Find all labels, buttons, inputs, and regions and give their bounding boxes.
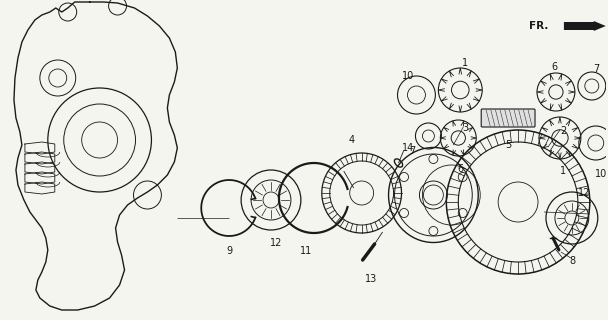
FancyBboxPatch shape bbox=[481, 109, 535, 127]
Text: 12: 12 bbox=[270, 238, 282, 248]
Text: 2: 2 bbox=[560, 126, 566, 136]
Text: FR.: FR. bbox=[528, 21, 548, 31]
Text: 10: 10 bbox=[595, 169, 607, 179]
Text: 1: 1 bbox=[462, 58, 468, 68]
Text: 13: 13 bbox=[365, 274, 377, 284]
Text: 5: 5 bbox=[505, 140, 511, 150]
Text: 8: 8 bbox=[570, 256, 576, 266]
Text: 7: 7 bbox=[409, 146, 416, 156]
Text: 9: 9 bbox=[226, 246, 232, 256]
Text: 11: 11 bbox=[300, 246, 312, 256]
Text: 10: 10 bbox=[402, 71, 415, 81]
Text: 12: 12 bbox=[578, 188, 590, 198]
Text: 6: 6 bbox=[551, 62, 557, 72]
Text: 1: 1 bbox=[560, 166, 566, 176]
Text: 6: 6 bbox=[457, 164, 463, 174]
Text: 4: 4 bbox=[348, 135, 354, 145]
FancyArrow shape bbox=[564, 21, 606, 31]
Text: 3: 3 bbox=[462, 123, 468, 133]
Text: 14: 14 bbox=[402, 143, 415, 153]
Text: 7: 7 bbox=[593, 64, 600, 74]
